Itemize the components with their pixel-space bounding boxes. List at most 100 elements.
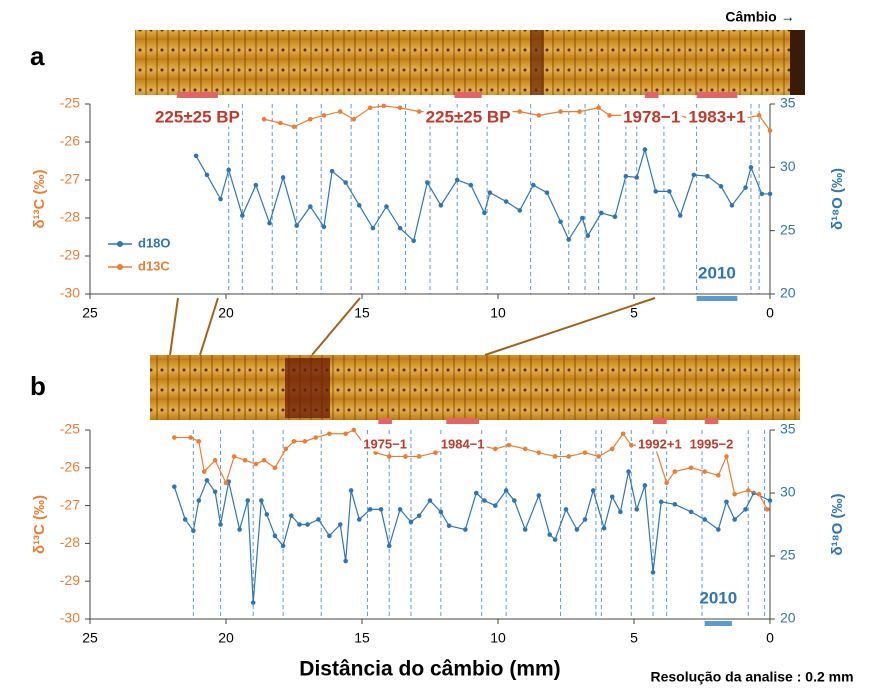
data-point — [596, 454, 601, 459]
data-point — [201, 469, 207, 474]
panel-label: b — [30, 371, 46, 401]
data-point — [599, 210, 604, 216]
y-tick-label: -27 — [60, 496, 80, 512]
y2-tick-label: 20 — [780, 610, 796, 626]
y-tick-label: -29 — [60, 247, 80, 263]
y-tick-label: -28 — [60, 534, 80, 550]
dated-ring-bar — [378, 418, 392, 424]
connector — [311, 297, 361, 356]
data-point — [367, 105, 373, 111]
data-point — [253, 461, 259, 467]
data-point — [337, 522, 343, 527]
data-point — [463, 527, 468, 532]
data-point — [705, 173, 710, 179]
data-point — [487, 190, 493, 195]
data-point — [503, 488, 509, 493]
data-point — [212, 489, 218, 495]
data-point — [204, 478, 210, 483]
data-point — [196, 439, 202, 444]
data-point — [536, 493, 542, 498]
data-point — [745, 488, 751, 493]
data-point — [642, 483, 648, 488]
dated-ring-bar — [644, 92, 659, 98]
data-point — [743, 185, 748, 190]
data-point — [628, 442, 634, 448]
data-point — [416, 109, 422, 114]
data-point — [261, 457, 267, 463]
data-point — [403, 454, 408, 459]
data-point — [558, 219, 563, 225]
y-tick-label: -26 — [60, 133, 80, 149]
data-point — [503, 199, 509, 204]
y2-tick-label: 35 — [780, 95, 796, 111]
data-point — [522, 527, 528, 532]
connector — [169, 297, 179, 356]
data-point — [343, 180, 348, 185]
data-point — [522, 446, 528, 452]
data-point — [626, 469, 631, 474]
data-point — [492, 503, 498, 508]
data-point — [416, 513, 422, 518]
data-point — [702, 469, 708, 474]
data-point — [552, 454, 558, 459]
data-point — [264, 512, 270, 517]
data-point — [702, 517, 708, 522]
data-point — [620, 431, 626, 437]
dated-ring-bar — [696, 92, 738, 98]
x-axis-title: Distância do câmbio (mm) — [299, 658, 560, 681]
y-axis-title: δ¹³C (‰) — [31, 169, 48, 228]
data-point — [473, 490, 479, 496]
data-point — [756, 113, 762, 118]
data-point — [348, 488, 354, 493]
data-point — [291, 124, 297, 130]
data-point — [424, 180, 430, 185]
data-point — [574, 527, 580, 532]
data-point — [261, 116, 267, 122]
data-point — [416, 454, 422, 459]
y2-tick-label: 35 — [780, 421, 796, 437]
dark-band — [530, 30, 544, 95]
x-tick-label: 20 — [218, 305, 234, 321]
data-point — [327, 533, 332, 539]
label-background — [438, 436, 487, 452]
data-point — [196, 498, 202, 503]
marker-label: 2010 — [699, 588, 737, 607]
data-point — [634, 507, 640, 512]
dated-ring-label: 225±25 BP — [155, 107, 240, 126]
data-point — [378, 507, 384, 512]
data-point — [691, 172, 697, 178]
data-point — [672, 469, 678, 474]
data-point — [280, 543, 286, 549]
data-point — [688, 509, 694, 515]
y2-tick-label: 25 — [780, 547, 796, 563]
data-point — [373, 450, 378, 455]
connectors — [169, 297, 656, 356]
data-point — [218, 522, 223, 527]
y2-tick-label: 20 — [780, 285, 796, 301]
data-point — [454, 177, 460, 183]
data-point — [446, 523, 452, 529]
data-point — [231, 454, 237, 459]
data-point — [618, 509, 623, 515]
data-point — [245, 498, 251, 503]
data-point — [280, 175, 286, 180]
data-point — [272, 533, 278, 539]
dated-ring-bar — [446, 418, 479, 424]
data-point — [218, 196, 223, 202]
data-point — [223, 480, 229, 486]
data-point — [212, 457, 218, 463]
label-background — [686, 107, 748, 127]
data-point — [351, 427, 357, 433]
data-point — [585, 233, 591, 239]
data-point — [667, 189, 672, 194]
data-point — [321, 113, 327, 118]
x-tick-label: 25 — [82, 305, 98, 321]
data-point — [536, 450, 542, 455]
data-point — [724, 454, 729, 459]
data-point — [316, 517, 321, 522]
data-point — [590, 488, 596, 493]
data-point — [343, 558, 348, 564]
data-point — [381, 103, 387, 109]
data-point — [563, 507, 569, 512]
dark-spot — [285, 358, 330, 418]
